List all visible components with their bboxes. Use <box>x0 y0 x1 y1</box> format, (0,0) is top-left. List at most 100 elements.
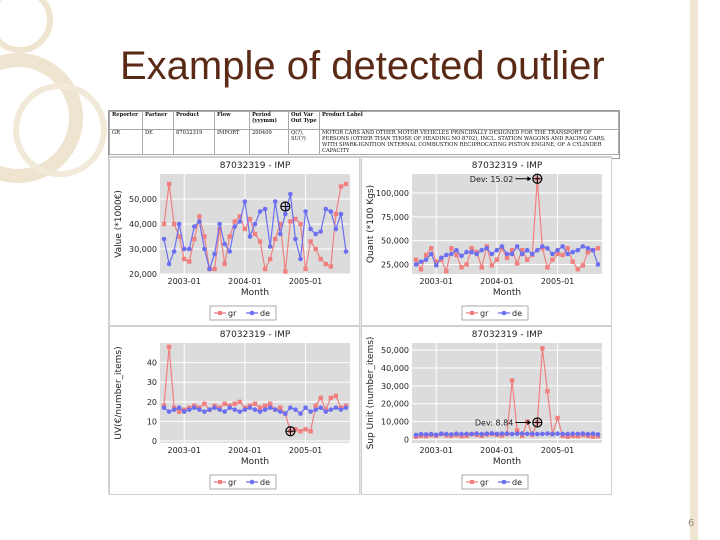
data-point-de <box>308 226 313 232</box>
data-point-gr <box>323 261 328 267</box>
data-point-de <box>242 407 248 412</box>
table-row: GR DE 87032319 IMPORT 200409 Q(?), SU(?)… <box>109 129 619 155</box>
data-point-gr <box>161 221 167 227</box>
data-point-gr <box>555 251 560 257</box>
data-point-de <box>585 431 591 437</box>
data-point-gr <box>575 434 580 439</box>
cell-partner: DE <box>142 129 174 155</box>
x-axis-label: Month <box>241 288 269 298</box>
y-tick-label: 50,000 <box>381 237 409 246</box>
chart-title: 87032319 - IMP <box>220 330 291 340</box>
data-point-de <box>272 199 278 204</box>
legend-marker-de <box>501 479 507 485</box>
header-cell: Period (yyymm) <box>249 111 289 130</box>
data-point-de <box>283 211 288 217</box>
data-point-de <box>433 263 439 268</box>
data-point-gr <box>308 239 313 244</box>
legend-label-de: de <box>512 478 522 487</box>
header-cell: Out Var Out Type <box>288 111 320 130</box>
data-point-gr <box>479 265 484 270</box>
chart-panel-value: 87032319 - IMP 20,000 30,000 40,000 50,000 20… <box>109 157 360 326</box>
data-point-gr <box>590 434 596 439</box>
data-point-gr <box>570 259 575 264</box>
data-point-de <box>529 251 535 257</box>
data-point-gr <box>222 401 227 406</box>
data-point-de <box>464 431 469 437</box>
cell-product-label: MOTOR CARS AND OTHER MOTOR VEHICLES PRIN… <box>319 129 619 155</box>
data-point-gr <box>565 434 570 439</box>
unit-value-chart: 87032319 - IMP 0 10 20 30 40 2003-01 2004-01 200… <box>114 330 350 490</box>
data-point-de <box>277 409 283 414</box>
data-point-gr <box>308 429 313 434</box>
data-point-de <box>186 407 192 412</box>
data-point-gr <box>267 401 273 406</box>
data-point-gr <box>333 211 339 217</box>
data-point-gr <box>288 219 293 224</box>
data-point-gr <box>298 429 303 434</box>
y-tick-label: 40 <box>147 359 157 368</box>
cell-reporter: GR <box>109 129 143 155</box>
x-tick-label: 2005-01 <box>289 277 322 286</box>
data-point-gr <box>166 181 172 187</box>
data-point-gr <box>418 267 424 272</box>
legend-marker-gr <box>470 311 474 315</box>
data-point-de <box>166 409 172 414</box>
data-point-de <box>535 431 540 437</box>
outlier-deviation-label: Dev: 15.02 <box>470 175 514 184</box>
data-point-gr <box>293 216 298 222</box>
data-point-de <box>570 249 576 255</box>
data-point-de <box>529 431 535 437</box>
data-point-de <box>474 431 479 436</box>
data-point-de <box>595 432 601 437</box>
data-point-gr <box>338 184 344 189</box>
chart-title: 87032319 - IMP <box>472 161 543 171</box>
data-point-de <box>555 431 560 437</box>
data-point-de <box>323 409 329 414</box>
outlier-arrowhead <box>527 176 532 182</box>
x-tick-label: 2003-01 <box>168 446 201 455</box>
y-tick-label: 50,000 <box>129 195 157 204</box>
x-tick-label: 2003-01 <box>168 277 201 286</box>
data-point-de <box>509 431 515 437</box>
data-point-de <box>323 206 329 212</box>
data-point-de <box>161 405 167 411</box>
data-point-de <box>343 249 349 254</box>
header-cell: Product Label <box>319 111 619 130</box>
legend-label-de: de <box>512 309 522 318</box>
y-tick-label: 10,000 <box>381 418 409 427</box>
data-point-gr <box>313 246 318 252</box>
data-point-gr <box>494 257 500 262</box>
plot-area <box>160 343 350 443</box>
data-point-gr <box>182 256 187 262</box>
product-metadata-table: Reporter Partner Product Flow Period (yy… <box>108 110 620 159</box>
value-chart: 87032319 - IMP 20,000 30,000 40,000 50,000 20… <box>114 161 350 321</box>
data-point-de <box>575 431 581 437</box>
table-header-row: Reporter Partner Product Flow Period (yy… <box>109 111 619 130</box>
legend-marker-de <box>249 479 255 485</box>
x-axis-label: Month <box>493 288 521 298</box>
legend-marker-gr <box>470 480 474 484</box>
data-point-de <box>494 247 500 253</box>
x-tick-label: 2004-01 <box>480 446 513 455</box>
chart-panel-quantity: 87032319 - IMP 25,000 50,000 75,000 100,000 2… <box>361 157 612 326</box>
y-axis-label: Sup Unit (number_items) <box>366 337 376 450</box>
data-point-gr <box>232 401 237 406</box>
data-point-de <box>449 251 454 257</box>
data-point-de <box>459 431 464 437</box>
y-tick-label: 20 <box>147 398 157 407</box>
data-point-gr <box>171 221 177 227</box>
cell-product: 87032319 <box>173 129 215 155</box>
plot-area <box>412 343 602 443</box>
data-point-de <box>550 431 555 437</box>
data-point-de <box>580 431 586 436</box>
x-tick-label: 2005-01 <box>541 277 574 286</box>
data-point-gr <box>176 409 182 414</box>
legend-marker-gr <box>218 480 222 484</box>
data-point-de <box>519 431 525 436</box>
data-point-de <box>197 219 202 224</box>
data-point-gr <box>313 403 318 408</box>
data-point-gr <box>176 234 182 239</box>
data-point-gr <box>237 399 243 405</box>
legend: gr de <box>209 474 277 490</box>
